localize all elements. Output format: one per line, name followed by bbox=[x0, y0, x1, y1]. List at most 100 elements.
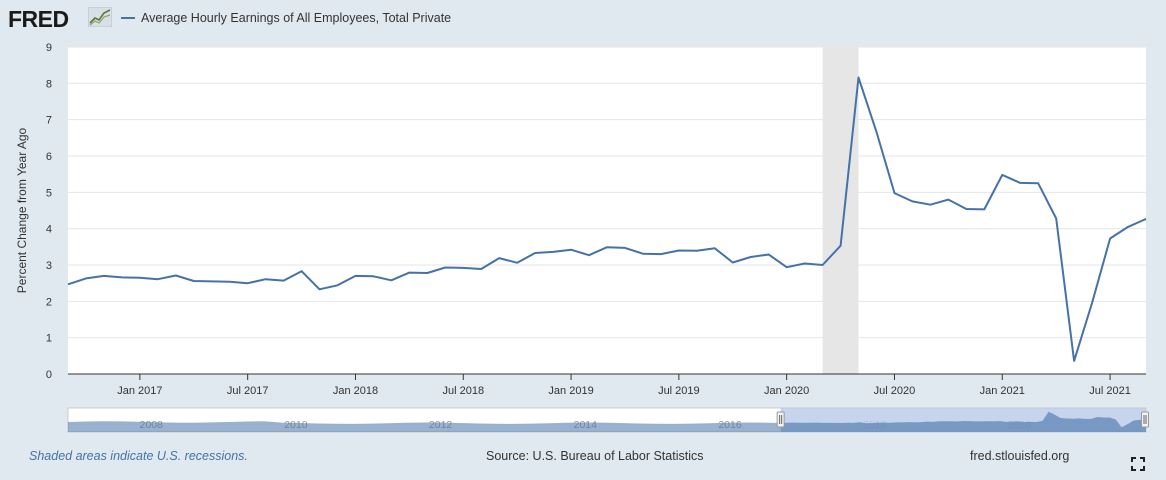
data-point[interactable] bbox=[588, 254, 590, 256]
data-point[interactable] bbox=[1019, 182, 1021, 184]
data-point[interactable] bbox=[426, 272, 428, 274]
x-tick-label: Jul 2018 bbox=[442, 385, 484, 397]
data-point[interactable] bbox=[534, 252, 536, 254]
data-point[interactable] bbox=[354, 275, 356, 277]
data-point[interactable] bbox=[947, 199, 949, 201]
data-point[interactable] bbox=[678, 249, 680, 251]
data-point[interactable] bbox=[462, 267, 464, 269]
navigator-series-area bbox=[780, 411, 1146, 432]
data-point[interactable] bbox=[750, 256, 752, 258]
data-point[interactable] bbox=[337, 284, 339, 286]
data-point[interactable] bbox=[893, 192, 895, 194]
data-point[interactable] bbox=[1037, 182, 1039, 184]
y-tick-label: 9 bbox=[46, 42, 52, 54]
site-link[interactable]: fred.stlouisfed.org bbox=[970, 449, 1070, 463]
x-tick-label: Jul 2020 bbox=[874, 385, 916, 397]
fred-logo[interactable]: FRED bbox=[8, 6, 69, 32]
y-tick-label: 2 bbox=[46, 296, 52, 308]
source-text: Source: U.S. Bureau of Labor Statistics bbox=[486, 449, 704, 463]
series-line[interactable] bbox=[67, 76, 1147, 362]
data-point[interactable] bbox=[660, 253, 662, 255]
data-point[interactable] bbox=[983, 208, 985, 210]
data-point[interactable] bbox=[570, 249, 572, 251]
data-point[interactable] bbox=[390, 279, 392, 281]
data-point[interactable] bbox=[714, 247, 716, 249]
data-point[interactable] bbox=[498, 257, 500, 259]
data-point[interactable] bbox=[444, 267, 446, 269]
data-point[interactable] bbox=[965, 208, 967, 210]
data-point[interactable] bbox=[247, 282, 249, 284]
navigator-left-handle[interactable] bbox=[776, 411, 785, 428]
data-point[interactable] bbox=[265, 278, 267, 280]
y-tick-label: 6 bbox=[46, 151, 52, 163]
data-point[interactable] bbox=[408, 272, 410, 274]
data-point[interactable] bbox=[301, 270, 303, 272]
data-point[interactable] bbox=[876, 131, 878, 133]
data-point[interactable] bbox=[211, 280, 213, 282]
y-tick-label: 8 bbox=[46, 78, 52, 90]
navigator-right-handle[interactable] bbox=[1141, 411, 1149, 428]
x-tick-label: Jul 2017 bbox=[227, 385, 269, 397]
line-chart[interactable]: 0 1 2 3 4 5 6 7 8 9 Jan 2017 Jul 2017 Jan 2018 Jul 2… bbox=[0, 0, 1166, 440]
data-point[interactable] bbox=[193, 280, 195, 282]
data-point[interactable] bbox=[67, 283, 69, 285]
data-point[interactable] bbox=[103, 275, 105, 277]
data-point[interactable] bbox=[822, 264, 824, 266]
data-point[interactable] bbox=[911, 200, 913, 202]
recession-band bbox=[822, 47, 859, 374]
data-point[interactable] bbox=[642, 253, 644, 255]
data-point[interactable] bbox=[1145, 218, 1147, 220]
y-tick-label: 0 bbox=[46, 369, 52, 381]
navigator-history-area bbox=[68, 421, 781, 432]
data-point[interactable] bbox=[480, 268, 482, 270]
data-point[interactable] bbox=[840, 245, 842, 247]
data-point[interactable] bbox=[319, 288, 321, 290]
data-point[interactable] bbox=[229, 281, 231, 283]
data-point[interactable] bbox=[1109, 237, 1111, 239]
y-tick-label: 3 bbox=[46, 260, 52, 272]
y-tick-label: 5 bbox=[46, 187, 52, 199]
x-tick-label: Jan 2020 bbox=[764, 385, 809, 397]
legend-swatch bbox=[121, 17, 135, 19]
data-point[interactable] bbox=[175, 275, 177, 277]
y-tick-label: 4 bbox=[46, 224, 52, 236]
chart-header: FRED Average Hourly Earnings of All Empl… bbox=[0, 0, 1166, 38]
data-point[interactable] bbox=[157, 278, 159, 280]
data-point[interactable] bbox=[1127, 226, 1129, 228]
x-tick-label: Jan 2019 bbox=[548, 385, 593, 397]
x-tick-label: Jul 2021 bbox=[1089, 385, 1131, 397]
data-point[interactable] bbox=[768, 253, 770, 255]
x-tick-label: Jan 2018 bbox=[333, 385, 378, 397]
fullscreen-icon[interactable] bbox=[1131, 457, 1145, 471]
data-point[interactable] bbox=[606, 246, 608, 248]
data-point[interactable] bbox=[516, 262, 518, 264]
chart-legend[interactable]: Average Hourly Earnings of All Employees… bbox=[121, 11, 451, 25]
data-point[interactable] bbox=[624, 247, 626, 249]
y-axis-label: Percent Change from Year Ago bbox=[15, 127, 29, 293]
data-point[interactable] bbox=[283, 280, 285, 282]
y-tick-label: 1 bbox=[46, 333, 52, 345]
x-tick-label: Jan 2021 bbox=[980, 385, 1025, 397]
data-point[interactable] bbox=[804, 263, 806, 265]
data-point[interactable] bbox=[696, 250, 698, 252]
data-point[interactable] bbox=[552, 251, 554, 253]
y-tick-label: 7 bbox=[46, 115, 52, 127]
legend-label: Average Hourly Earnings of All Employees… bbox=[141, 11, 452, 25]
data-point[interactable] bbox=[929, 204, 931, 206]
data-point[interactable] bbox=[1001, 174, 1003, 176]
data-point[interactable] bbox=[1073, 360, 1075, 362]
data-point[interactable] bbox=[1055, 217, 1057, 219]
x-tick-label: Jul 2019 bbox=[658, 385, 700, 397]
data-point[interactable] bbox=[372, 275, 374, 277]
fred-logo-graph-icon bbox=[88, 7, 112, 27]
data-point[interactable] bbox=[786, 266, 788, 268]
plot-area bbox=[68, 47, 1146, 374]
data-point[interactable] bbox=[1091, 302, 1093, 304]
data-point[interactable] bbox=[85, 277, 87, 279]
data-point[interactable] bbox=[732, 261, 734, 263]
data-point[interactable] bbox=[121, 276, 123, 278]
data-point[interactable] bbox=[139, 277, 141, 279]
x-tick-label: Jan 2017 bbox=[117, 385, 162, 397]
data-point[interactable] bbox=[858, 77, 860, 79]
recession-note[interactable]: Shaded areas indicate U.S. recessions. bbox=[29, 449, 248, 463]
